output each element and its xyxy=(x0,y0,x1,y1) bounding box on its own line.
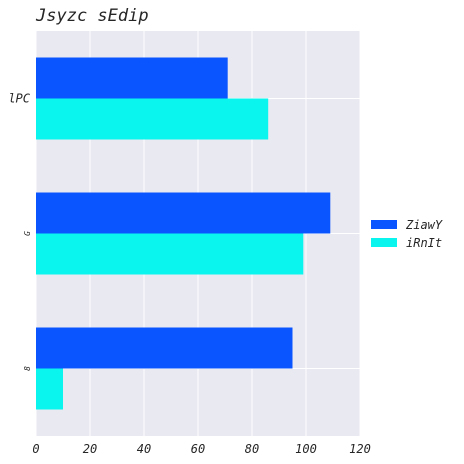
x-tick-label-6: 120 xyxy=(349,442,371,456)
x-tick-label-3: 60 xyxy=(191,442,205,456)
y-tick-label-2: 8 xyxy=(23,366,32,371)
y-tick-label-0: lPC xyxy=(8,92,30,106)
legend-label-ZiawY: ZiawY xyxy=(405,218,443,232)
x-tick-label-1: 20 xyxy=(83,442,97,456)
bar-ZiawY-0 xyxy=(36,57,228,99)
x-tick-label-5: 100 xyxy=(295,442,317,456)
x-tick-label-0: 0 xyxy=(32,442,39,456)
bar-iRnIt-1 xyxy=(36,233,304,275)
bars xyxy=(36,57,331,410)
x-tick-label-2: 40 xyxy=(137,442,151,456)
bar-iRnIt-2 xyxy=(36,368,63,410)
legend-swatch-ZiawY xyxy=(371,220,397,229)
x-tick-labels: 0 20 40 60 80 100 120 xyxy=(32,442,370,456)
bar-iRnIt-0 xyxy=(36,98,269,140)
legend: ZiawY iRnIt xyxy=(371,218,443,250)
bar-ZiawY-2 xyxy=(36,327,293,369)
y-tick-label-1: G xyxy=(23,231,32,236)
bar-ZiawY-1 xyxy=(36,192,331,234)
legend-swatch-iRnIt xyxy=(371,238,397,247)
legend-label-iRnIt: iRnIt xyxy=(406,236,442,250)
y-tick-labels: lPC G 8 xyxy=(8,92,32,371)
chart-title: Jsyzc sEdip xyxy=(35,6,149,26)
x-tick-label-4: 80 xyxy=(245,442,259,456)
